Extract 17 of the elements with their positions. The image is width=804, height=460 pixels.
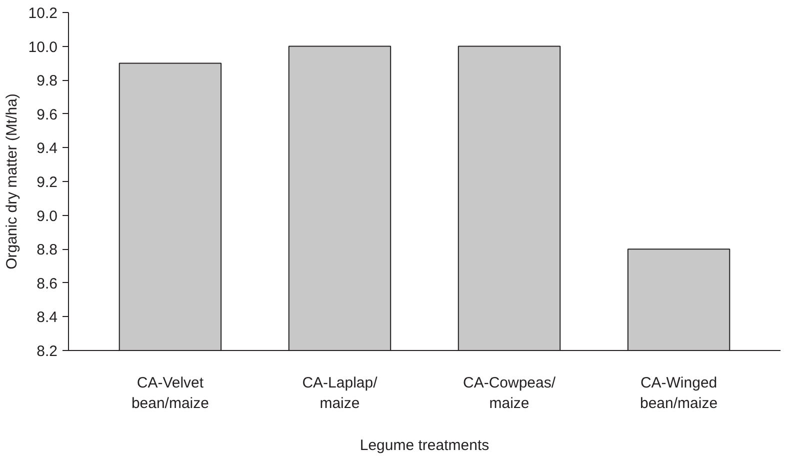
x-axis-title: Legume treatments	[360, 436, 490, 454]
y-tick-label: 10.0	[28, 38, 58, 56]
y-tick-label: 8.4	[36, 309, 58, 326]
y-tick-label: 9.6	[36, 106, 58, 124]
y-tick-label: 9.2	[36, 174, 58, 191]
x-tick-label: CA-Laplap/ maize	[302, 374, 378, 412]
x-tick-label: CA-Winged bean/maize	[640, 374, 718, 412]
y-tick-label: 9.4	[36, 140, 58, 158]
x-tick-label: CA-Cowpeas/ maize	[462, 374, 556, 412]
y-tick-label: 9.8	[36, 72, 58, 90]
y-tick-label: 8.2	[36, 343, 58, 360]
y-tick-label: 9.0	[36, 208, 58, 225]
y-tick-label: 8.8	[36, 242, 58, 259]
x-tick-label: CA-Velvet bean/maize	[131, 374, 209, 412]
y-tick-label: 8.6	[36, 275, 58, 292]
y-tick-label: 10.2	[28, 5, 58, 22]
y-axis-title: Organic dry matter (Mt/ha)	[3, 94, 20, 270]
